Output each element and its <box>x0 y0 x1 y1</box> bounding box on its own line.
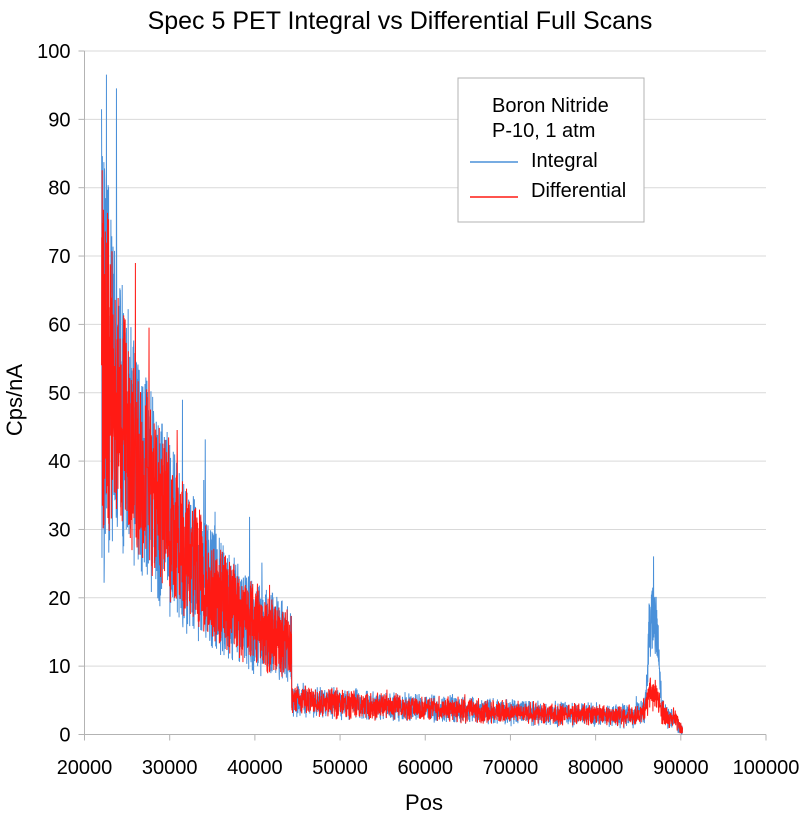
svg-text:P-10, 1 atm: P-10, 1 atm <box>492 120 595 142</box>
svg-text:Differential: Differential <box>531 180 626 202</box>
svg-text:30: 30 <box>48 519 70 541</box>
svg-text:40: 40 <box>48 451 70 473</box>
svg-text:90: 90 <box>48 109 70 131</box>
svg-text:80000: 80000 <box>568 757 624 779</box>
svg-text:20: 20 <box>48 588 70 610</box>
svg-text:40000: 40000 <box>227 757 283 779</box>
svg-text:70: 70 <box>48 246 70 268</box>
svg-text:30000: 30000 <box>142 757 198 779</box>
svg-text:60: 60 <box>48 314 70 336</box>
svg-text:90000: 90000 <box>653 757 709 779</box>
svg-text:80: 80 <box>48 178 70 200</box>
svg-text:50000: 50000 <box>312 757 368 779</box>
svg-text:Boron Nitride: Boron Nitride <box>492 95 609 117</box>
svg-text:Integral: Integral <box>531 150 598 172</box>
svg-text:50: 50 <box>48 383 70 405</box>
svg-text:70000: 70000 <box>483 757 539 779</box>
svg-text:0: 0 <box>59 725 70 747</box>
svg-text:10: 10 <box>48 656 70 678</box>
svg-text:60000: 60000 <box>397 757 453 779</box>
svg-text:20000: 20000 <box>57 757 113 779</box>
svg-text:Spec 5 PET Integral vs Differe: Spec 5 PET Integral vs Differential Full… <box>148 7 653 35</box>
svg-text:100000: 100000 <box>733 757 800 779</box>
svg-text:Pos: Pos <box>405 790 443 815</box>
svg-text:Cps/nA: Cps/nA <box>2 364 27 436</box>
svg-text:100: 100 <box>37 41 70 63</box>
